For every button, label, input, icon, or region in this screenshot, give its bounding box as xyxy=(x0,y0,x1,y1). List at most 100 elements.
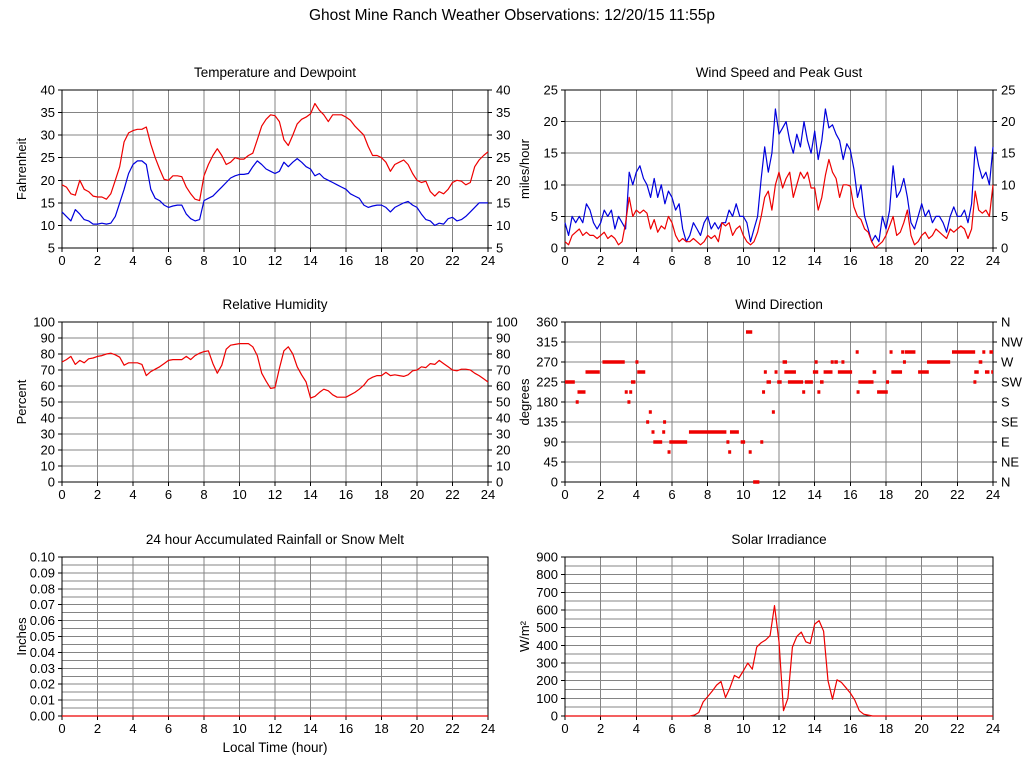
x-tick-label: 8 xyxy=(200,253,207,268)
y-right-label: 10 xyxy=(496,218,510,233)
y-right-label: 10 xyxy=(496,459,510,474)
x-tick-label: 14 xyxy=(303,721,317,736)
y-right-label: 5 xyxy=(1001,209,1008,224)
y-right-label: 20 xyxy=(1001,114,1015,129)
x-tick-label: 0 xyxy=(58,253,65,268)
y-tick-label: 0 xyxy=(551,475,558,490)
y-tick-label: 10 xyxy=(41,459,55,474)
y-tick-label: 45 xyxy=(544,455,558,470)
axis-ticks-and-labels: 0 2 4 6 8 10 12 14 16 18 20 22 240100200300400500600… xyxy=(536,550,1000,737)
x-tick-label: 10 xyxy=(736,487,750,502)
y-axis-label: W/m² xyxy=(517,620,532,652)
x-tick-label: 16 xyxy=(339,253,353,268)
y-tick-label: 90 xyxy=(544,435,558,450)
y-tick-label: 40 xyxy=(41,411,55,426)
y-right-label: SW xyxy=(1001,375,1023,390)
x-tick-label: 8 xyxy=(704,253,711,268)
x-tick-label: 20 xyxy=(914,721,928,736)
y-tick-label: 0.10 xyxy=(30,550,55,565)
x-tick-label: 24 xyxy=(481,721,495,736)
x-tick-label: 22 xyxy=(950,253,964,268)
x-tick-label: 8 xyxy=(704,487,711,502)
gridlines xyxy=(565,557,993,716)
x-tick-label: 2 xyxy=(597,721,604,736)
y-tick-label: 0.00 xyxy=(30,709,55,724)
x-tick-label: 14 xyxy=(807,721,821,736)
y-tick-label: 10 xyxy=(41,218,55,233)
x-tick-label: 6 xyxy=(668,253,675,268)
y-tick-label: 0.06 xyxy=(30,613,55,628)
x-tick-label: 6 xyxy=(668,721,675,736)
y-tick-label: 5 xyxy=(551,209,558,224)
y-right-label: 5 xyxy=(496,241,503,256)
y-right-label: 25 xyxy=(1001,83,1015,98)
x-tick-label: 14 xyxy=(807,253,821,268)
y-tick-label: 15 xyxy=(544,146,558,161)
x-tick-label: 16 xyxy=(843,487,857,502)
y-tick-label: 225 xyxy=(536,375,558,390)
y-tick-label: 400 xyxy=(536,638,558,653)
x-tick-label: 22 xyxy=(445,721,459,736)
x-tick-label: 4 xyxy=(633,487,640,502)
wind-speed-line xyxy=(564,158,994,249)
x-axis-label: Local Time (hour) xyxy=(222,740,327,755)
y-tick-label: 0.01 xyxy=(30,693,55,708)
x-tick-label: 16 xyxy=(339,721,353,736)
x-tick-label: 2 xyxy=(94,487,101,502)
y-tick-label: 50 xyxy=(41,395,55,410)
y-right-label: 20 xyxy=(496,443,510,458)
y-tick-label: 60 xyxy=(41,379,55,394)
y-right-label: E xyxy=(1001,435,1010,450)
x-tick-label: 10 xyxy=(232,721,246,736)
wind-direction-series xyxy=(565,330,993,484)
y-right-label: N xyxy=(1001,315,1010,330)
y-tick-label: 0.09 xyxy=(30,565,55,580)
y-tick-label: 500 xyxy=(536,620,558,635)
y-tick-label: 35 xyxy=(41,105,55,120)
x-tick-label: 22 xyxy=(445,487,459,502)
y-tick-label: 360 xyxy=(536,315,558,330)
x-tick-label: 12 xyxy=(268,487,282,502)
y-right-label: 40 xyxy=(496,411,510,426)
y-right-label: 0 xyxy=(1001,241,1008,256)
y-right-label: 15 xyxy=(496,195,510,210)
x-tick-label: 18 xyxy=(879,253,893,268)
x-tick-label: 12 xyxy=(772,721,786,736)
y-right-label: 0 xyxy=(496,475,503,490)
x-tick-label: 2 xyxy=(94,721,101,736)
x-tick-label: 24 xyxy=(986,721,1000,736)
x-tick-label: 18 xyxy=(374,721,388,736)
chart-solar-irradiance: 0 2 4 6 8 10 12 14 16 18 20 22 240100200300400500600… xyxy=(517,532,1000,736)
x-tick-label: 8 xyxy=(200,487,207,502)
x-tick-label: 24 xyxy=(986,253,1000,268)
x-tick-label: 6 xyxy=(165,487,172,502)
y-right-label: 25 xyxy=(496,150,510,165)
x-tick-label: 6 xyxy=(165,253,172,268)
y-axis-label: degrees xyxy=(517,378,532,425)
y-tick-label: 0.02 xyxy=(30,677,55,692)
x-tick-label: 4 xyxy=(129,487,136,502)
y-right-label: 80 xyxy=(496,347,510,362)
x-tick-label: 14 xyxy=(303,487,317,502)
x-tick-label: 8 xyxy=(200,721,207,736)
chart-24-hour-accumulated-rainfall-or-snow-melt: 0 2 4 6 8 10 12 14 16 18 20 22 240.000.010.020.030.0… xyxy=(14,532,495,755)
x-tick-label: 16 xyxy=(843,253,857,268)
x-tick-label: 0 xyxy=(58,721,65,736)
y-tick-label: 100 xyxy=(33,315,55,330)
x-tick-label: 20 xyxy=(410,253,424,268)
x-tick-label: 24 xyxy=(986,487,1000,502)
chart-title: Temperature and Dewpoint xyxy=(194,65,356,80)
x-tick-label: 18 xyxy=(374,253,388,268)
y-tick-label: 315 xyxy=(536,335,558,350)
y-tick-label: 300 xyxy=(536,656,558,671)
gridlines xyxy=(62,322,488,482)
gridlines xyxy=(565,322,993,482)
y-tick-label: 0.08 xyxy=(30,581,55,596)
y-right-label: 10 xyxy=(1001,177,1015,192)
temperature-line xyxy=(61,102,489,202)
y-right-label: 20 xyxy=(496,173,510,188)
x-tick-label: 8 xyxy=(704,721,711,736)
